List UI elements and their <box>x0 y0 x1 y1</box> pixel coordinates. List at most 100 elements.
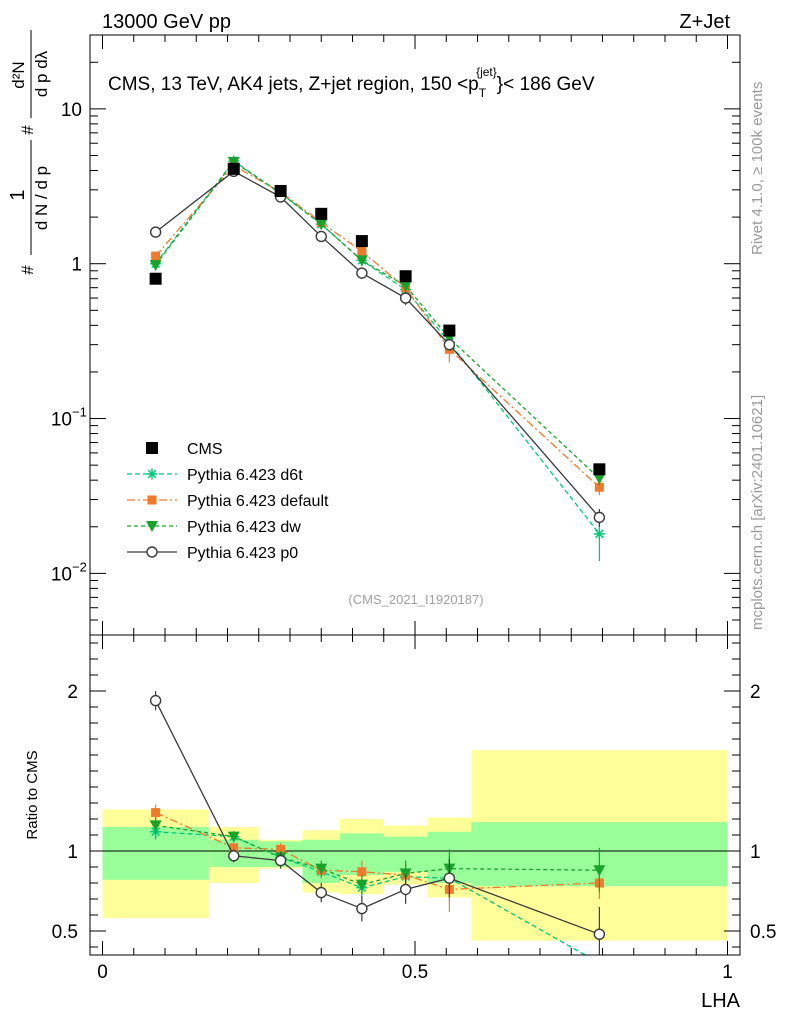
svg-text:d²N: d²N <box>9 61 28 88</box>
ratio-3-point <box>356 902 368 915</box>
ratio-2-point <box>315 863 328 875</box>
series-3-point <box>315 219 328 231</box>
ratio-panel: 0.5 0.5 1 1 2 2 0 0.5 1 Ratio to CMS LHA <box>24 634 776 1012</box>
legend-marker <box>147 495 157 505</box>
main-y-tick-base: 10 <box>51 564 72 585</box>
legend-label: CMS <box>187 441 223 458</box>
series-0-point <box>355 235 368 248</box>
plot-title-suffix: }< 186 GeV <box>497 74 595 95</box>
ratio-1-point <box>151 808 161 818</box>
legend-marker <box>146 546 158 558</box>
header-process-label: Z+Jet <box>679 11 730 33</box>
header-energy-label: 13000 GeV pp <box>102 11 231 33</box>
ratio-2-point <box>149 820 162 832</box>
series-4-point <box>443 338 456 351</box>
ratio-y-tick-label-right: 1 <box>750 842 761 863</box>
series-0-point <box>227 162 240 175</box>
series-line-2 <box>155 164 600 488</box>
ratio-y-axis-label: Ratio to CMS <box>24 750 41 839</box>
main-y-tick-base: 10 <box>51 410 72 431</box>
series-0-point <box>399 270 412 283</box>
series-0-point <box>443 324 456 337</box>
ratio-3-point <box>149 694 162 707</box>
series-4-point <box>149 226 162 238</box>
legend-marker <box>146 442 158 454</box>
ratio-axis-ticks: 0.5 0.5 1 1 2 2 0 0.5 1 <box>52 635 776 983</box>
legend-label: Pythia 6.423 default <box>187 493 329 510</box>
series-line-3 <box>155 160 600 479</box>
series-3-point <box>593 473 606 485</box>
mcplots-reference-label: mcplots.cern.ch [arXiv:2401.10621] <box>749 395 766 630</box>
series-4-point <box>593 511 606 524</box>
ratio-3-point <box>443 872 456 884</box>
series-0-point <box>593 463 606 476</box>
series-3-point <box>227 156 240 168</box>
ratio-line-3 <box>155 700 600 935</box>
main-y-tick-exponent: −2 <box>72 559 87 574</box>
plot-title: CMS, 13 TeV, AK4 jets, Z+jet region, 150… <box>108 65 595 100</box>
svg-text:#: # <box>18 125 37 135</box>
legend-label: Pythia 6.423 d6t <box>187 467 303 484</box>
main-y-tick-base: 1 <box>71 255 82 276</box>
series-0-point <box>274 184 287 197</box>
ratio-2-point <box>399 868 412 880</box>
ratio-3-point <box>593 928 606 940</box>
legend-marker <box>146 468 158 480</box>
series-4-point <box>399 292 412 304</box>
ratio-series-layer <box>149 691 606 955</box>
ratio-uncertainty-bands <box>102 750 728 941</box>
legend-label: Pythia 6.423 dw <box>187 519 301 536</box>
svg-text:d N / d p: d N / d p <box>32 166 51 230</box>
ratio-3-point <box>315 886 327 899</box>
ratio-1-point <box>357 867 367 877</box>
main-y-tick-label: 1 <box>71 255 82 276</box>
ratio-x-tick-label: 0 <box>97 962 108 983</box>
series-4-point <box>315 230 327 243</box>
legend-marker <box>146 521 158 532</box>
series-3-point <box>355 255 368 267</box>
svg-text:#: # <box>18 265 37 275</box>
x-axis-label: LHA <box>701 990 741 1012</box>
analysis-watermark: (CMS_2021_I1920187) <box>348 592 483 607</box>
ratio-y-tick-label-right: 0.5 <box>750 922 776 943</box>
series-1-point <box>593 528 605 540</box>
main-y-tick-label: 10 <box>51 410 72 431</box>
ratio-frame <box>89 634 741 956</box>
main-y-tick-base: 10 <box>61 100 82 121</box>
plot-title-sup: {jet} <box>476 65 497 79</box>
ratio-y-tick-label-right: 2 <box>750 682 761 703</box>
plot-title-sub: T <box>479 86 487 100</box>
svg-text:d p dλ: d p dλ <box>32 50 51 97</box>
ratio-2-point <box>593 865 606 877</box>
main-y-tick-exponent: −1 <box>72 405 87 420</box>
series-0-point <box>149 272 162 285</box>
ratio-series-group <box>149 691 606 955</box>
series-0-point <box>315 207 328 220</box>
ratio-line-2 <box>155 824 600 886</box>
series-2-point <box>594 482 604 492</box>
ratio-line-0 <box>155 831 587 955</box>
ratio-line-1 <box>155 812 600 891</box>
ratio-1-point <box>276 844 286 854</box>
ratio-3-point <box>228 850 240 862</box>
series-4-point <box>356 267 368 279</box>
series-2-point <box>151 251 161 261</box>
rivet-version-label: Rivet 4.1.0, ≥ 100k events <box>749 82 766 255</box>
ratio-y-tick-label-left: 1 <box>67 842 78 863</box>
main-y-axis-label: # 1 d N / d p # d²N d p dλ 1 / (dN/dp_T)… <box>7 30 51 275</box>
series-2-point <box>357 246 367 256</box>
legend-label: Pythia 6.423 p0 <box>187 545 298 562</box>
ratio-2-point <box>227 831 240 843</box>
ratio-x-tick-label: 0.5 <box>402 962 428 983</box>
ratio-3-point <box>399 883 412 896</box>
ratio-3-point <box>274 854 287 867</box>
legend: CMS Pythia 6.423 d6t Pythia 6.423 default P… <box>127 441 329 562</box>
main-series-layer <box>149 155 606 562</box>
series-3-point <box>149 260 162 272</box>
plot-title-prefix: CMS, 13 TeV, AK4 jets, Z+jet region, 150… <box>108 74 479 95</box>
main-y-tick-label: 10 <box>51 564 72 585</box>
svg-text:1: 1 <box>7 189 29 200</box>
